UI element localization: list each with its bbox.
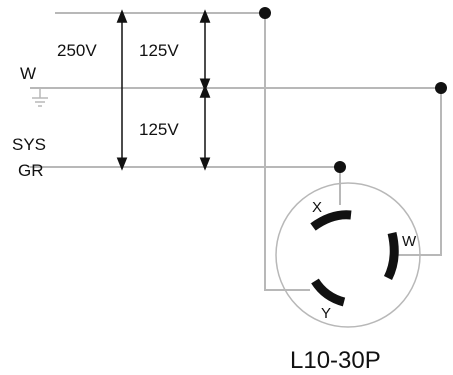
label-terminal-x: X bbox=[312, 199, 322, 216]
junction-dot-w bbox=[435, 82, 447, 94]
label-w-line: W bbox=[20, 64, 36, 83]
ground-symbol bbox=[32, 88, 48, 107]
plug-model-label: L10-30P bbox=[290, 347, 381, 374]
label-sys: SYS bbox=[12, 135, 46, 154]
plug-outline bbox=[275, 182, 421, 328]
label-250v: 250V bbox=[57, 41, 97, 60]
blade-x bbox=[310, 210, 352, 231]
label-terminal-w: W bbox=[402, 233, 417, 250]
label-terminal-y: Y bbox=[321, 305, 331, 322]
junction-dot-x bbox=[259, 7, 271, 19]
wire-w bbox=[392, 88, 442, 256]
wire-x bbox=[264, 13, 310, 291]
junction-dot-gr bbox=[334, 161, 346, 173]
blade-y bbox=[311, 278, 346, 307]
label-125v-top: 125V bbox=[139, 41, 179, 60]
label-125v-bottom: 125V bbox=[139, 120, 179, 139]
label-gr: GR bbox=[18, 161, 44, 180]
blade-w bbox=[383, 231, 399, 281]
